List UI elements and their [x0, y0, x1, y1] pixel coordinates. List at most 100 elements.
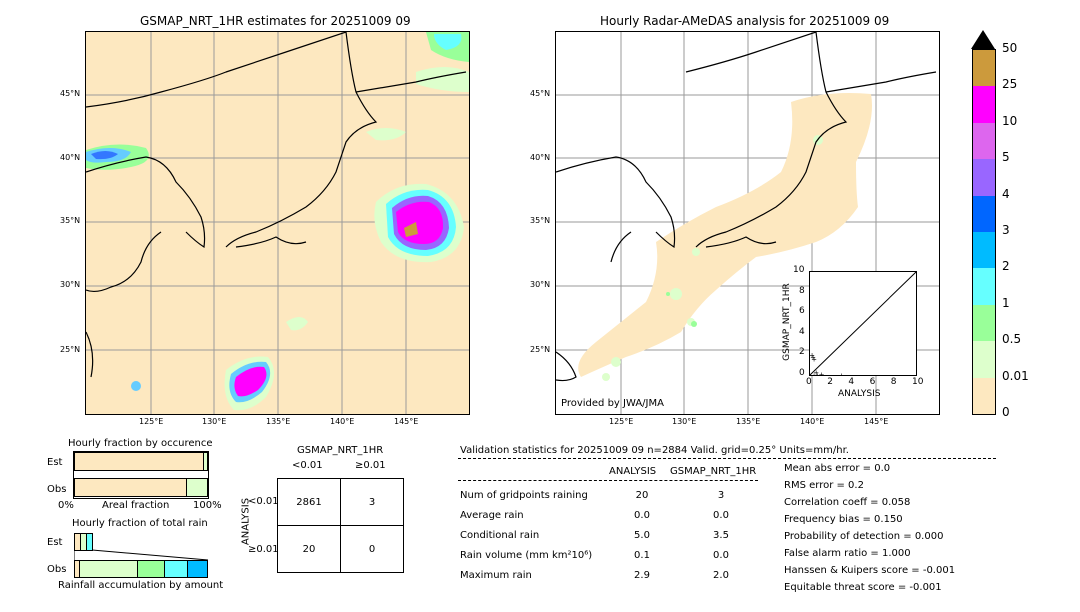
left-lat-label: 35°N — [60, 216, 81, 225]
left-map — [85, 31, 470, 415]
score-line: Probability of detection = 0.000 — [784, 531, 944, 542]
left-lon-label: 135°E — [266, 417, 291, 426]
colorbar-segment — [973, 304, 995, 342]
inset-ytick: 0 — [799, 368, 805, 378]
contingency-cell: 3 — [340, 478, 404, 526]
right-map-title: Hourly Radar-AMeDAS analysis for 2025100… — [600, 14, 890, 28]
inset-point: + — [819, 371, 825, 375]
occ-bar-obs-rain — [186, 478, 208, 497]
stat-label: Maximum rain — [460, 570, 532, 581]
stat-analysis: 0.0 — [634, 510, 650, 521]
stat-label: Rain volume (mm km²10⁶) — [460, 550, 593, 561]
occ-frame — [73, 451, 209, 499]
colorbar-segment — [973, 122, 995, 160]
colorbar-label: 1 — [1002, 295, 1010, 310]
colorbar-label: 0.5 — [1002, 332, 1022, 347]
inset-ytick: 6 — [799, 306, 805, 317]
validation-col-rule — [458, 480, 758, 481]
occ-bar-est-rain — [203, 452, 208, 471]
left-map-svg — [86, 32, 469, 414]
inset-point: + — [810, 353, 816, 361]
stat-analysis: 20 — [635, 490, 649, 501]
contingency-table: 2861 3 20 0 — [277, 478, 404, 573]
colorbar-segment — [973, 232, 995, 269]
stat-label: Num of gridpoints raining — [460, 490, 588, 501]
occ-bar-obs — [74, 478, 188, 497]
tot-bar-obs-5 — [187, 560, 208, 578]
score-line: RMS error = 0.2 — [784, 480, 864, 491]
inset-diagonal — [810, 272, 916, 375]
contingency-row-ge: ≥0.01 — [248, 544, 279, 555]
colorbar-segment — [973, 268, 995, 305]
stat-gsmap: 3.5 — [713, 530, 729, 541]
left-lon-label: 130°E — [202, 417, 227, 426]
axis-mid: Areal fraction — [102, 500, 170, 511]
colorbar-label: 4 — [1002, 186, 1010, 201]
stat-label: Average rain — [460, 510, 524, 521]
contingency-title: GSMAP_NRT_1HR — [297, 445, 384, 456]
occurrence-title: Hourly fraction by occurence — [68, 438, 213, 449]
tot-bar-obs-3 — [137, 560, 165, 578]
right-lat-label: 25°N — [530, 345, 551, 354]
total-title: Hourly fraction of total rain — [72, 518, 208, 529]
fraction-footer: Rainfall accumulation by amount — [58, 580, 224, 591]
inset-ytick: 10 — [793, 265, 805, 275]
left-coastlines — [86, 32, 467, 378]
radar-coverage — [578, 93, 872, 377]
inset-xtick: 6 — [869, 377, 876, 387]
inset-point: + — [814, 372, 820, 375]
inset-xtick: 2 — [827, 377, 833, 387]
inset-point: + — [810, 351, 815, 359]
right-lon-label: 140°E — [800, 417, 825, 426]
inset-point: + — [839, 372, 845, 375]
inset-scatter-svg: ++++++++ — [810, 272, 916, 375]
colorbar-segment — [973, 50, 995, 87]
score-line: Hanssen & Kuipers score = -0.001 — [784, 565, 956, 576]
contingency-col-ge: ≥0.01 — [355, 460, 386, 471]
right-map-svg — [556, 32, 939, 414]
colorbar-segment — [973, 341, 995, 378]
colorbar-label: 10 — [1002, 113, 1018, 128]
colorbar-label: 0 — [1002, 405, 1010, 419]
validation-header-rule — [458, 458, 996, 459]
left-lon-label: 125°E — [139, 417, 164, 426]
stat-label: Conditional rain — [460, 530, 540, 541]
inset-xtick: 8 — [890, 377, 897, 387]
left-lat-label: 40°N — [60, 153, 81, 162]
left-map-title: GSMAP_NRT_1HR estimates for 20251009 09 — [140, 14, 411, 28]
left-lon-label: 140°E — [330, 417, 355, 426]
inset-xtick: 10 — [912, 377, 924, 387]
stat-analysis: 5.0 — [634, 530, 650, 541]
tot-bar-est-3 — [86, 533, 93, 551]
tot-bar-obs-2 — [79, 560, 138, 578]
validation-col-gsmap: GSMAP_NRT_1HR — [670, 466, 757, 477]
inset-point: + — [811, 372, 817, 375]
right-lat-label: 40°N — [530, 153, 551, 162]
contingency-col-lt: <0.01 — [292, 460, 323, 471]
colorbar-segment — [973, 159, 995, 196]
colorbar-segment — [973, 195, 995, 232]
contingency-cell: 2861 — [277, 478, 341, 526]
occ-row-obs: Obs — [47, 484, 67, 495]
tot-connector — [74, 549, 209, 561]
stat-analysis: 2.9 — [634, 570, 650, 581]
tot-bar-obs-4 — [164, 560, 188, 578]
inset-ylabel: GSMAP_NRT_1HR — [782, 283, 792, 361]
stat-analysis: 0.1 — [634, 550, 650, 561]
score-line: Mean abs error = 0.0 — [784, 463, 891, 474]
occ-bar-est — [74, 452, 207, 471]
score-line: Frequency bias = 0.150 — [784, 514, 903, 525]
score-line: Equitable threat score = -0.001 — [784, 582, 942, 593]
inset-xlabel: ANALYSIS — [838, 389, 881, 399]
stat-gsmap: 0.0 — [713, 510, 729, 521]
colorbar-segment — [973, 377, 995, 414]
inset-xtick: 0 — [806, 377, 812, 387]
axis-right: 100% — [193, 500, 222, 511]
right-lon-label: 125°E — [609, 417, 634, 426]
left-rain-patches — [86, 32, 469, 411]
left-lon-label: 145°E — [394, 417, 419, 426]
right-lon-label: 130°E — [672, 417, 697, 426]
right-lat-label: 45°N — [530, 89, 551, 98]
tot-row-obs: Obs — [47, 564, 67, 575]
score-line: Correlation coeff = 0.058 — [784, 497, 911, 508]
